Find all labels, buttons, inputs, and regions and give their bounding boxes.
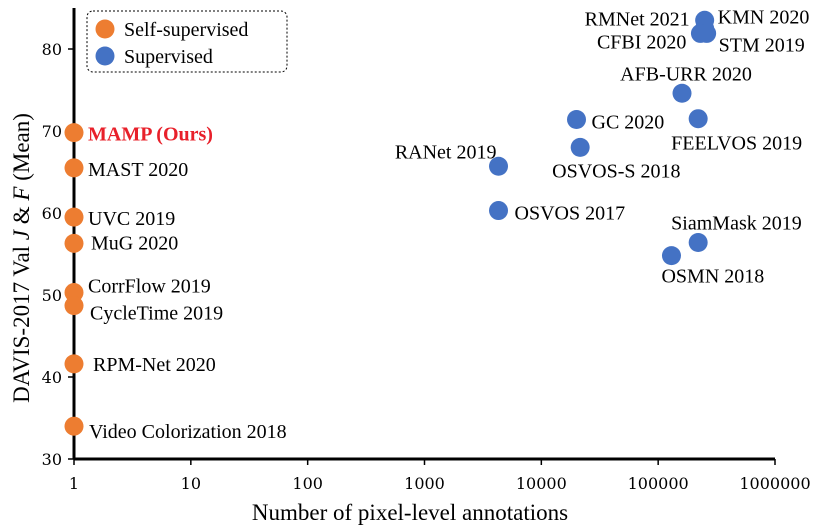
legend-box bbox=[86, 10, 288, 73]
y-axis-title-amp: & bbox=[9, 201, 34, 230]
y-tick-label-50: 50 bbox=[42, 286, 62, 305]
label-osmn-2018: OSMN 2018 bbox=[661, 266, 764, 288]
point-rpm-net-2020 bbox=[64, 354, 84, 374]
data-points bbox=[64, 10, 717, 436]
label-afb-urr-2020: AFB-URR 2020 bbox=[620, 63, 752, 85]
x-tick-label-100: 100 bbox=[292, 474, 323, 493]
label-mamp-ours: MAMP (Ours) bbox=[88, 124, 213, 146]
label-video-colorization-2018: Video Colorization 2018 bbox=[89, 421, 287, 443]
x-ticks: 1 10 100 1000 10000 100000 1000000 bbox=[69, 459, 811, 493]
label-feelvos-2019: FEELVOS 2019 bbox=[671, 133, 802, 155]
x-tick-label-100000: 100000 bbox=[628, 474, 689, 493]
label-osvos-s-2018: OSVOS-S 2018 bbox=[552, 160, 680, 182]
point-video-colorization-2018 bbox=[64, 416, 84, 436]
legend-marker-self-supervised bbox=[95, 19, 115, 39]
label-cycletime-2019: CycleTime 2019 bbox=[90, 303, 223, 325]
label-mug-2020: MuG 2020 bbox=[91, 232, 178, 254]
label-gc-2020: GC 2020 bbox=[592, 112, 665, 134]
y-tick-label-30: 30 bbox=[42, 450, 62, 469]
point-mamp-ours bbox=[64, 123, 84, 143]
point-osmn-2018 bbox=[661, 246, 681, 266]
point-siammask-2019 bbox=[688, 233, 708, 253]
point-cycletime-2019 bbox=[64, 296, 84, 316]
label-siammask-2019: SiamMask 2019 bbox=[671, 213, 802, 235]
point-mug-2020 bbox=[64, 233, 84, 253]
point-mast-2020 bbox=[64, 158, 84, 178]
point-stm-2019 bbox=[697, 23, 717, 43]
legend-marker-supervised bbox=[95, 46, 115, 66]
y-axis-title-part-1: DAVIS-2017 Val bbox=[9, 240, 34, 403]
label-stm-2019: STM 2019 bbox=[719, 34, 805, 56]
y-axis-title-j: J bbox=[9, 228, 34, 240]
y-tick-label-70: 70 bbox=[42, 122, 62, 141]
x-tick-label-10000: 10000 bbox=[516, 474, 567, 493]
x-tick-label-1000000: 1000000 bbox=[739, 474, 810, 493]
y-axis-title-part-5: (Mean) bbox=[9, 113, 34, 186]
y-tick-label-40: 40 bbox=[42, 368, 62, 387]
x-tick-label-1: 1 bbox=[69, 474, 79, 493]
point-afb-urr-2020 bbox=[672, 83, 692, 103]
x-tick-label-1000: 1000 bbox=[404, 474, 445, 493]
x-axis-title: Number of pixel-level annotations bbox=[252, 500, 568, 525]
label-corrflow-2019: CorrFlow 2019 bbox=[88, 276, 211, 298]
point-feelvos-2019 bbox=[688, 109, 708, 129]
legend-label-supervised: Supervised bbox=[124, 46, 213, 68]
y-ticks: 30 40 50 60 70 80 bbox=[42, 40, 74, 469]
label-kmn-2020: KMN 2020 bbox=[718, 7, 810, 29]
y-tick-label-60: 60 bbox=[42, 204, 62, 223]
legend: Self-supervised Supervised bbox=[86, 10, 288, 73]
label-osvos-2017: OSVOS 2017 bbox=[515, 203, 626, 225]
label-ranet-2019: RANet 2019 bbox=[395, 141, 497, 163]
point-uvc-2019 bbox=[64, 207, 84, 227]
label-rmnet-2021: RMNet 2021 bbox=[585, 8, 690, 30]
point-ranet-2019 bbox=[489, 156, 509, 176]
point-corrflow-2019 bbox=[64, 283, 84, 303]
y-axis-title: DAVIS-2017 Val J & F (Mean) bbox=[9, 113, 34, 403]
point-osvos-2017 bbox=[489, 201, 509, 221]
point-gc-2020 bbox=[567, 110, 587, 130]
label-cfbi-2020: CFBI 2020 bbox=[597, 31, 686, 53]
y-tick-label-80: 80 bbox=[42, 40, 62, 59]
point-osvos-s-2018 bbox=[570, 137, 590, 157]
y-axis-title-f: F bbox=[9, 186, 34, 202]
label-rpm-net-2020: RPM-Net 2020 bbox=[93, 354, 216, 376]
x-tick-label-10: 10 bbox=[181, 474, 201, 493]
label-mast-2020: MAST 2020 bbox=[88, 159, 188, 181]
label-uvc-2019: UVC 2019 bbox=[88, 208, 175, 230]
legend-label-self-supervised: Self-supervised bbox=[124, 19, 248, 41]
